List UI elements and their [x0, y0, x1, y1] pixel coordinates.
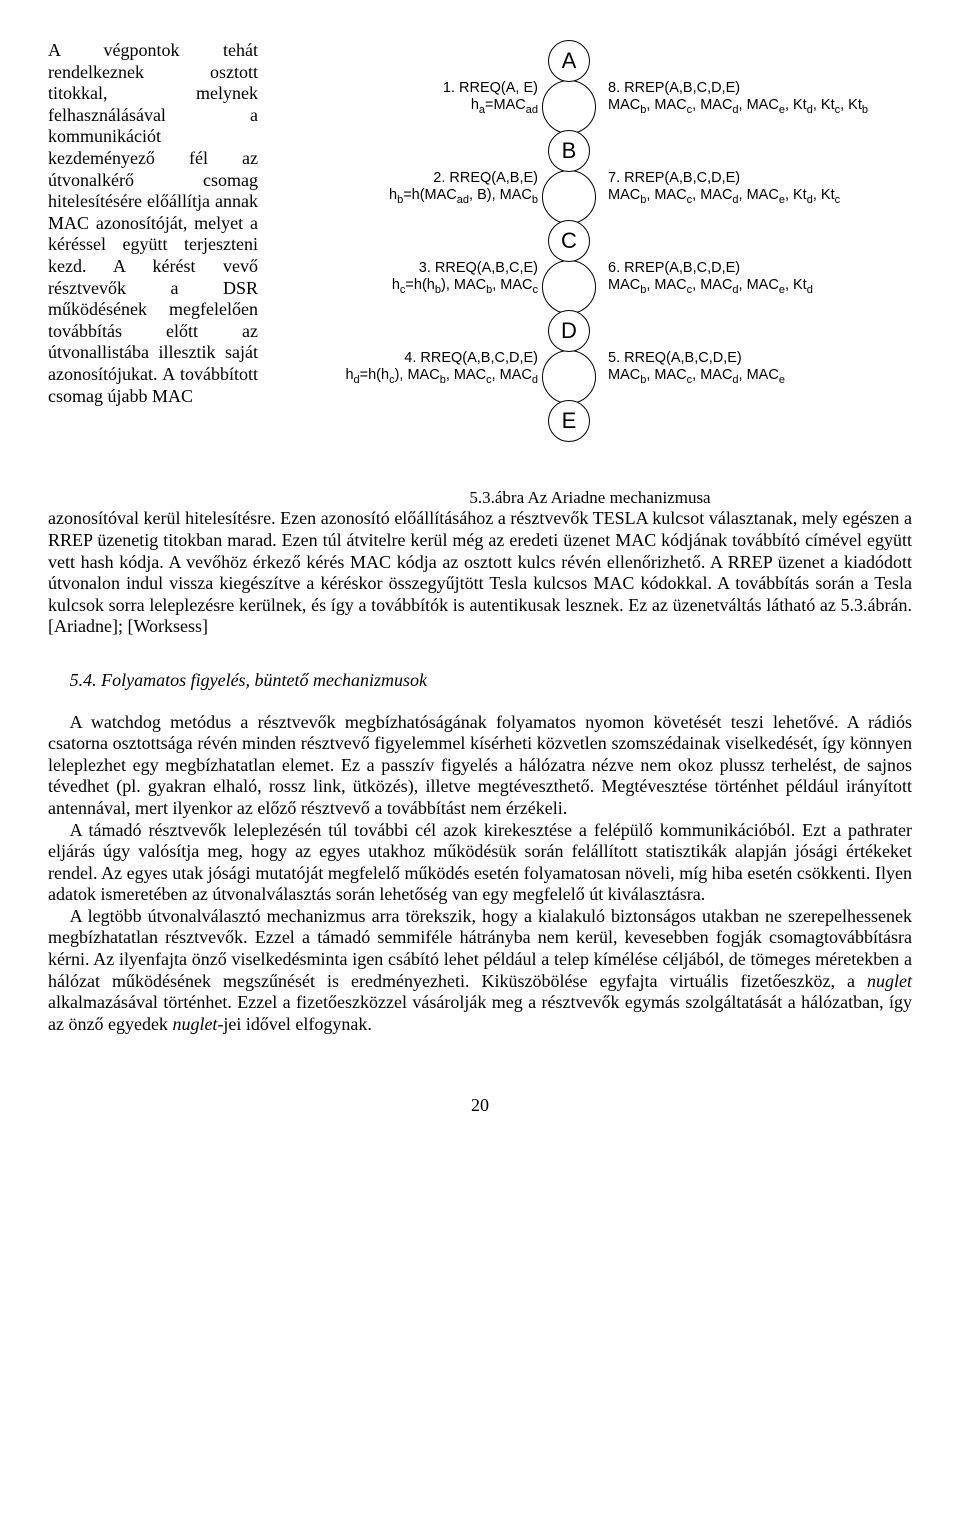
- label-rreq-1: 1. RREQ(A, E) ha=MACad: [268, 80, 538, 116]
- label-rrep-7-title: 7. RREP(A,B,C,D,E): [608, 170, 928, 187]
- label-rrep-7: 7. RREP(A,B,C,D,E) MACb, MACc, MACd, MAC…: [608, 170, 928, 206]
- para-4-c: -jei idővel elfogynak.: [217, 1014, 371, 1034]
- node-C: C: [548, 220, 590, 262]
- label-rrep-8-title: 8. RREP(A,B,C,D,E): [608, 80, 928, 97]
- section-heading-5-4: 5.4. Folyamatos figyelés, büntető mechan…: [70, 670, 912, 692]
- node-D: D: [548, 310, 590, 352]
- node-E: E: [548, 400, 590, 442]
- edge-AB: [542, 80, 596, 134]
- ariadne-figure: A B C D E 1. RREQ(A, E) ha=MACad 2. RREQ…: [268, 40, 912, 480]
- para-2: A watchdog metódus a résztvevők megbízha…: [48, 712, 912, 820]
- label-rreq-4-title: 4. RREQ(A,B,C,D,E): [268, 350, 538, 367]
- label-rrep-8: 8. RREP(A,B,C,D,E) MACb, MACc, MACd, MAC…: [608, 80, 928, 116]
- label-rreq-2: 2. RREQ(A,B,E) hb=h(MACad, B), MACb: [268, 170, 538, 206]
- label-rreq-4: 4. RREQ(A,B,C,D,E) hd=h(hc), MACb, MACc,…: [268, 350, 538, 386]
- label-rrep-6: 6. RREP(A,B,C,D,E) MACb, MACc, MACd, MAC…: [608, 260, 928, 296]
- para-3: A támadó résztvevők leleplezésén túl tov…: [48, 820, 912, 906]
- label-rrep-7-detail: MACb, MACc, MACd, MACe, Ktd, Ktc: [608, 187, 928, 207]
- label-rreq-5-title: 5. RREQ(A,B,C,D,E): [608, 350, 928, 367]
- para-1-continuation: azonosítóval kerül hitelesítésre. Ezen a…: [48, 508, 912, 638]
- label-rreq-5-detail: MACb, MACc, MACd, MACe: [608, 367, 928, 387]
- figure-column: A B C D E 1. RREQ(A, E) ha=MACad 2. RREQ…: [258, 40, 912, 508]
- edge-CD: [542, 260, 596, 314]
- label-rrep-6-title: 6. RREP(A,B,C,D,E): [608, 260, 928, 277]
- label-rreq-3-title: 3. RREQ(A,B,C,E): [268, 260, 538, 277]
- label-rreq-2-title: 2. RREQ(A,B,E): [268, 170, 538, 187]
- node-B: B: [548, 130, 590, 172]
- label-rreq-4-detail: hd=h(hc), MACb, MACc, MACd: [268, 367, 538, 387]
- figure-caption: 5.3.ábra Az Ariadne mechanizmusa: [268, 488, 912, 508]
- nuglet-1: nuglet: [867, 971, 912, 991]
- wrapped-text-left: A végpontok tehát rendelkeznek osztott t…: [48, 40, 258, 508]
- label-rreq-3: 3. RREQ(A,B,C,E) hc=h(hb), MACb, MACc: [268, 260, 538, 296]
- label-rrep-6-detail: MACb, MACc, MACd, MACe, Ktd: [608, 277, 928, 297]
- node-A: A: [548, 40, 590, 82]
- page-number: 20: [48, 1095, 912, 1117]
- label-rreq-1-title: 1. RREQ(A, E): [268, 80, 538, 97]
- edge-DE: [542, 350, 596, 404]
- label-rreq-2-detail: hb=h(MACad, B), MACb: [268, 187, 538, 207]
- para-4-a: A legtöbb útvonalválasztó mechanizmus ar…: [48, 906, 912, 991]
- para-4: A legtöbb útvonalválasztó mechanizmus ar…: [48, 906, 912, 1036]
- label-rreq-5: 5. RREQ(A,B,C,D,E) MACb, MACc, MACd, MAC…: [608, 350, 928, 386]
- label-rreq-3-detail: hc=h(hb), MACb, MACc: [268, 277, 538, 297]
- body-text: azonosítóval kerül hitelesítésre. Ezen a…: [48, 508, 912, 1035]
- edge-BC: [542, 170, 596, 224]
- label-rrep-8-detail: MACb, MACc, MACd, MACe, Ktd, Ktc, Ktb: [608, 97, 928, 117]
- label-rreq-1-detail: ha=MACad: [268, 97, 538, 117]
- figure-row: A végpontok tehát rendelkeznek osztott t…: [48, 40, 912, 508]
- nuglet-2: nuglet: [172, 1014, 217, 1034]
